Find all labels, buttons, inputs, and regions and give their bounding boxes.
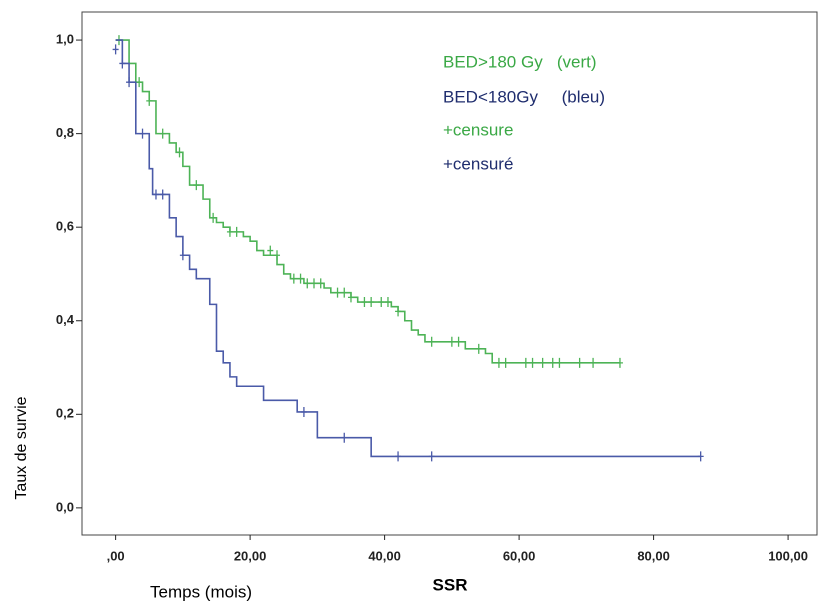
censor-mark: [310, 278, 317, 289]
censor-mark: [290, 273, 297, 284]
x-axis-title: SSR: [433, 575, 468, 594]
y-tick-label: 0,2: [56, 406, 74, 421]
censor-mark: [267, 245, 274, 256]
censor-mark: [475, 343, 482, 354]
censor-mark: [317, 278, 324, 289]
censor-mark: [395, 306, 402, 317]
censor-mark: [300, 406, 307, 417]
plot-frame: [81, 11, 818, 536]
censor-mark: [152, 189, 159, 200]
censor-mark: [274, 250, 281, 261]
y-tick-label: 0,8: [56, 125, 74, 140]
censor-mark: [522, 357, 529, 368]
x-tick-label: 100,00: [768, 548, 808, 563]
x-tick-label: ,00: [107, 548, 125, 563]
censor-mark: [616, 357, 623, 368]
censor-mark: [210, 212, 217, 223]
y-tick-label: 0,6: [56, 219, 74, 234]
censor-mark: [159, 189, 166, 200]
annotation: +censure: [443, 120, 513, 139]
y-axis-title: Taux de survie: [13, 396, 30, 499]
censor-mark: [428, 336, 435, 347]
censor-mark: [297, 273, 304, 284]
censor-mark: [193, 180, 200, 191]
x-tick-label: 20,00: [234, 548, 267, 563]
censor-mark: [146, 95, 153, 106]
censor-mark: [304, 278, 311, 289]
censor-mark: [334, 287, 341, 298]
y-tick-label: 0,0: [56, 499, 74, 514]
censor-mark: [590, 357, 597, 368]
censor-mark: [139, 128, 146, 139]
censor-mark: [368, 297, 375, 308]
censor-mark: [176, 147, 183, 158]
censor-mark: [395, 451, 402, 462]
censor-mark: [697, 451, 704, 462]
censor-mark: [529, 357, 536, 368]
legend-entry: BED<180Gy (bleu): [443, 87, 605, 106]
censor-mark: [549, 357, 556, 368]
censor-mark: [159, 128, 166, 139]
censor-mark: [136, 77, 143, 88]
censor-mark: [361, 297, 368, 308]
y-tick-label: 1,0: [56, 32, 74, 47]
y-tick-label: 0,4: [56, 312, 75, 327]
censor-mark: [341, 287, 348, 298]
censor-mark: [502, 357, 509, 368]
survival-curve: [115, 39, 620, 364]
censor-mark: [233, 226, 240, 237]
x-tick-label: 40,00: [368, 548, 401, 563]
survival-curve: [115, 39, 701, 458]
x-caption: Temps (mois): [150, 582, 252, 601]
censor-mark: [179, 250, 186, 261]
censor-mark: [384, 297, 391, 308]
censor-mark: [119, 58, 126, 69]
censor-mark: [495, 357, 502, 368]
censor-mark: [126, 77, 133, 88]
censor-mark: [378, 297, 385, 308]
censor-mark: [556, 357, 563, 368]
censor-mark: [576, 357, 583, 368]
legend-entry: BED>180 Gy (vert): [443, 52, 597, 71]
censor-mark: [226, 226, 233, 237]
censor-mark: [341, 432, 348, 443]
annotation: +censuré: [443, 154, 513, 173]
censor-mark: [112, 44, 119, 55]
censor-mark: [347, 292, 354, 303]
censor-mark: [448, 336, 455, 347]
censor-mark: [428, 451, 435, 462]
x-tick-label: 80,00: [637, 548, 670, 563]
x-tick-label: 60,00: [503, 548, 536, 563]
censor-mark: [455, 336, 462, 347]
censor-mark: [539, 357, 546, 368]
